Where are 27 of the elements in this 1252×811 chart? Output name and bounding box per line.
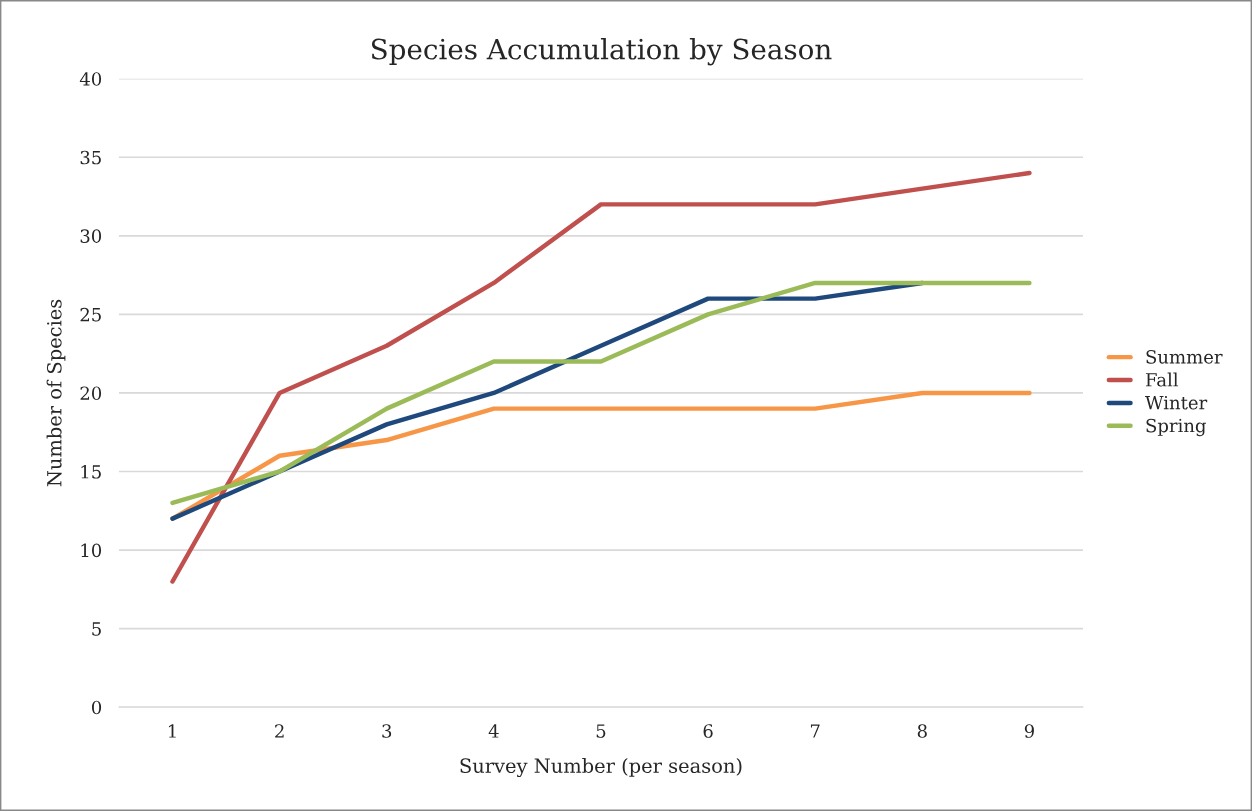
y-tick-label: 35 bbox=[80, 150, 101, 165]
line-series bbox=[170, 280, 1032, 506]
x-tick-label: 1 bbox=[168, 724, 176, 738]
x-tick-label: 2 bbox=[275, 724, 284, 738]
x-tick-label: 8 bbox=[917, 724, 927, 738]
x-tick-label: 5 bbox=[596, 724, 606, 738]
x-tick-label: 6 bbox=[703, 724, 713, 738]
x-tick-label: 3 bbox=[382, 724, 392, 738]
y-tick-label: 15 bbox=[81, 464, 101, 479]
x-tick-label: 9 bbox=[1024, 724, 1034, 738]
y-tick-label: 25 bbox=[80, 307, 101, 322]
x-tick-label: 7 bbox=[810, 724, 820, 738]
x-tick-label: 4 bbox=[488, 724, 499, 738]
legend-label: Winter bbox=[1145, 395, 1208, 410]
y-tick-label: 5 bbox=[92, 622, 101, 636]
chart-title: Species Accumulation by Season bbox=[371, 38, 832, 66]
legend-label: Summer bbox=[1146, 350, 1223, 364]
x-axis-title: Survey Number (per season) bbox=[460, 758, 742, 778]
y-tick-label: 10 bbox=[81, 543, 102, 558]
line-series bbox=[170, 170, 1032, 584]
y-tick-label: 20 bbox=[80, 386, 102, 401]
y-tick-label: 0 bbox=[91, 700, 102, 715]
y-axis-title: Number of Species bbox=[46, 299, 66, 487]
legend-label: Spring bbox=[1146, 418, 1206, 437]
legend-label: Fall bbox=[1145, 372, 1179, 387]
y-tick-label: 40 bbox=[79, 72, 102, 86]
y-tick-label: 30 bbox=[80, 229, 102, 243]
